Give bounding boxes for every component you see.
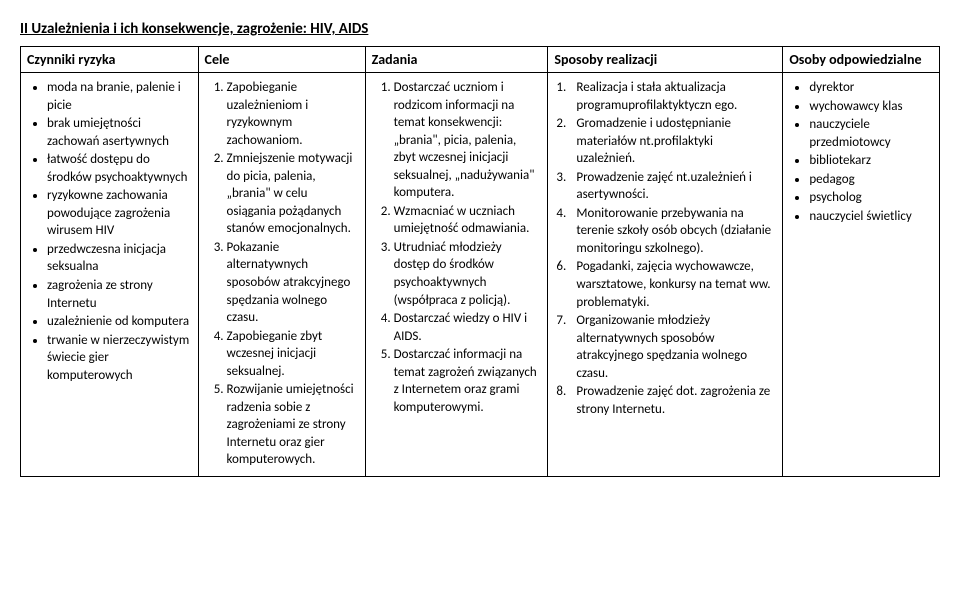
cell-cele: Zapobieganie uzależnieniom i ryzykownym …	[198, 73, 365, 477]
list-item: 4.Monitorowanie przebywania na terenie s…	[556, 205, 774, 258]
list-item: brak umiejętności zachowań asertywnych	[47, 115, 190, 150]
list-item: 1.Realizacja i stała aktualizacja progra…	[556, 79, 774, 114]
list-item: trwanie w nierzeczywistym świecie gier k…	[47, 332, 190, 385]
list-item: wychowawcy klas	[809, 98, 931, 116]
content-row: moda na branie, palenie i picie brak umi…	[21, 73, 940, 477]
list-item: Dostarczać uczniom i rodzicom informacji…	[394, 79, 540, 202]
main-table: Czynniki ryzyka Cele Zadania Sposoby rea…	[20, 46, 940, 477]
list-item: Rozwijanie umiejętności radzenia sobie z…	[227, 381, 357, 469]
list-item: nauczyciele przedmiotowcy	[809, 116, 931, 151]
list-item: Zapobieganie uzależnieniom i ryzykownym …	[227, 79, 357, 149]
cell-sposoby: 1.Realizacja i stała aktualizacja progra…	[548, 73, 783, 477]
header-cele: Cele	[198, 47, 365, 73]
list-item: psycholog	[809, 189, 931, 207]
header-sposoby: Sposoby realizacji	[548, 47, 783, 73]
list-item: Dostarczać wiedzy o HIV i AIDS.	[394, 310, 540, 345]
list-item: zagrożenia ze strony Internetu	[47, 277, 190, 312]
list-item: 8.Prowadzenie zajęć dot. zagrożenia ze s…	[556, 383, 774, 418]
cell-osoby: dyrektor wychowawcy klas nauczyciele prz…	[783, 73, 940, 477]
list-item: nauczyciel świetlicy	[809, 208, 931, 226]
cele-list: Zapobieganie uzależnieniom i ryzykownym …	[207, 79, 357, 469]
list-item: 2.Gromadzenie i udostępnianie materiałów…	[556, 115, 774, 168]
page-title: II Uzależnienia i ich konsekwencje, zagr…	[20, 20, 940, 38]
osoby-list: dyrektor wychowawcy klas nauczyciele prz…	[791, 79, 931, 225]
list-item: Zapobieganie zbyt wczesnej inicjacji sek…	[227, 328, 357, 381]
list-item: uzależnienie od komputera	[47, 313, 190, 331]
header-czynniki: Czynniki ryzyka	[21, 47, 199, 73]
header-zadania: Zadania	[365, 47, 548, 73]
list-item: 7.Organizowanie młodzieży alternatywnych…	[556, 312, 774, 382]
list-item: Utrudniać młodzieży dostęp do środków ps…	[394, 239, 540, 309]
list-item: przedwczesna inicjacja seksualna	[47, 241, 190, 276]
list-item: bibliotekarz	[809, 152, 931, 170]
cell-czynniki: moda na branie, palenie i picie brak umi…	[21, 73, 199, 477]
sposoby-list: 1.Realizacja i stała aktualizacja progra…	[556, 79, 774, 418]
list-item: łatwość dostępu do środków psychoaktywny…	[47, 151, 190, 186]
list-item: dyrektor	[809, 79, 931, 97]
header-row: Czynniki ryzyka Cele Zadania Sposoby rea…	[21, 47, 940, 73]
list-item: 3.Prowadzenie zajęć nt.uzależnień i aser…	[556, 169, 774, 204]
cell-zadania: Dostarczać uczniom i rodzicom informacji…	[365, 73, 548, 477]
czynniki-list: moda na branie, palenie i picie brak umi…	[29, 79, 190, 384]
list-item: Wzmacniać w uczniach umiejętność odmawia…	[394, 203, 540, 238]
header-osoby: Osoby odpowiedzialne	[783, 47, 940, 73]
list-item: 6.Pogadanki, zajęcia wychowawcze, warszt…	[556, 258, 774, 311]
list-item: ryzykowne zachowania powodujące zagrożen…	[47, 187, 190, 240]
list-item: Zmniejszenie motywacji do picia, palenia…	[227, 150, 357, 238]
list-item: Pokazanie alternatywnych sposobów atrakc…	[227, 239, 357, 327]
list-item: Dostarczać informacji na temat zagrożeń …	[394, 346, 540, 416]
list-item: pedagog	[809, 171, 931, 189]
zadania-list: Dostarczać uczniom i rodzicom informacji…	[374, 79, 540, 416]
list-item: moda na branie, palenie i picie	[47, 79, 190, 114]
